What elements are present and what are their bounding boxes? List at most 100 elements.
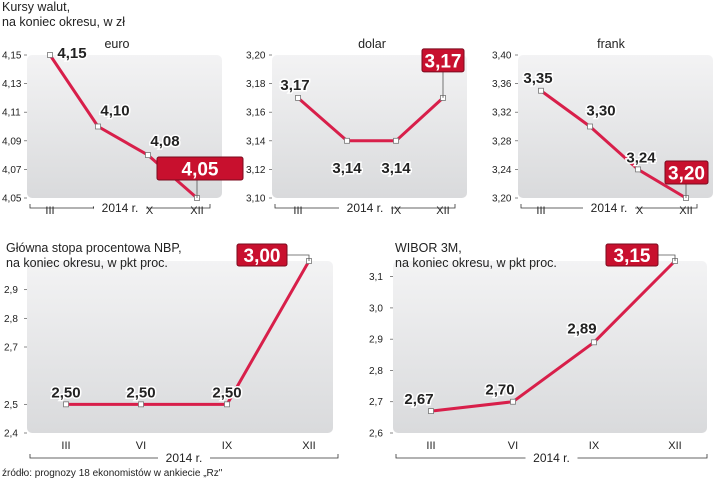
data-point-marker: [344, 137, 350, 144]
data-point-marker: [635, 166, 641, 173]
y-tick-label: 2,9: [4, 285, 18, 296]
series-line: [66, 260, 311, 406]
y-tick-label: 2,6: [369, 429, 383, 440]
x-axis-label-bg: [583, 200, 635, 214]
x-axis-label-bg: [94, 200, 146, 214]
data-label: 3,24: [626, 149, 656, 166]
x-tick-label: IX: [589, 440, 600, 452]
chart-title: euro: [104, 37, 129, 51]
y-tick-label: 3,1: [369, 272, 383, 283]
highlight-leader-line: [658, 254, 676, 261]
highlight-label-box: [421, 48, 465, 73]
x-tick-label: III: [426, 440, 435, 452]
data-label: 4,15: [57, 45, 86, 62]
x-axis-label: 2014 r.: [102, 201, 139, 215]
x-axis-label-bg: [339, 200, 391, 214]
y-tick-label: 2,4: [4, 429, 18, 440]
chart-euro: 4,054,074,094,114,134,15IIIVIIXXII2014 r…: [2, 37, 244, 217]
y-tick-label: 4,09: [2, 136, 22, 147]
data-point-marker: [295, 95, 301, 101]
data-label-highlight: 3,20: [668, 164, 705, 185]
x-tick-label: XII: [302, 440, 315, 452]
data-point-marker: [47, 52, 53, 58]
highlight-label-box: [664, 160, 709, 185]
data-label: 3,17: [280, 77, 309, 94]
x-axis-label: 2014 r.: [166, 451, 203, 465]
chart-title-line: na koniec okresu, w pkt proc.: [6, 256, 168, 270]
data-label: 2,70: [485, 382, 514, 399]
y-tick-label: 3,16: [246, 108, 266, 119]
chart-title: dolar: [358, 37, 386, 51]
x-tick-label: III: [536, 205, 545, 217]
series-line: [430, 259, 677, 413]
x-tick-label: XII: [436, 205, 449, 217]
data-label: 2,89: [567, 320, 596, 337]
data-label: 3,14: [381, 160, 411, 177]
y-tick-label: 3,14: [246, 136, 266, 147]
data-label-highlight: 3,15: [614, 246, 651, 267]
x-tick-label: III: [45, 205, 54, 217]
chart-wibor: 2,6 2,7 2,8 2,9 3,0 3,1 III VI IX XII 2014 r. WIBOR…: [369, 241, 708, 465]
y-tick-label: 2,8: [4, 314, 18, 325]
chart-nbp: 2,4 2,5 2,7 2,8 2,9 III VI IX XII 2014 r. Główna s…: [4, 241, 339, 465]
chart-frank: 3,203,243,283,323,363,40IIIVIIXXII2014 r…: [492, 37, 713, 217]
y-tick-label: 3,28: [492, 136, 512, 147]
x-tick-label: VI: [136, 440, 146, 452]
highlight-label-box: [605, 243, 659, 267]
y-tick-label: 3,40: [492, 51, 512, 62]
chart-title-line: na koniec okresu, w pkt proc.: [395, 256, 557, 270]
data-point-marker: [224, 401, 230, 408]
x-axis-label: 2014 r.: [591, 201, 628, 215]
header-title: Kursy walut, na koniec okresu, w zł: [2, 0, 125, 30]
x-tick-label: XII: [190, 205, 203, 217]
highlight-label-box: [236, 243, 288, 267]
y-tick-label: 2,7: [4, 343, 18, 354]
y-tick-label: 4,05: [2, 194, 22, 205]
y-tick-label: 2,8: [369, 366, 383, 377]
x-tick-label: VI: [508, 440, 518, 452]
data-point-marker: [587, 123, 593, 130]
x-tick-label: XII: [679, 205, 692, 217]
y-tick-label: 4,13: [2, 79, 22, 90]
highlight-label-box: [156, 156, 244, 181]
y-tick-label: 3,36: [492, 79, 512, 90]
data-label: 2,50: [212, 384, 241, 401]
data-label: 4,08: [150, 133, 179, 150]
data-label: 3,35: [523, 70, 552, 87]
data-point-marker: [510, 398, 516, 405]
series-line: [297, 96, 445, 143]
x-tick-label: III: [293, 205, 302, 217]
data-label: 2,50: [126, 384, 155, 401]
highlight-leader-line: [287, 254, 310, 261]
x-tick-label: III: [61, 440, 70, 452]
x-tick-label: XII: [668, 440, 681, 452]
data-point-marker: [95, 123, 101, 130]
data-label-highlight: 3,00: [244, 246, 281, 267]
x-axis-label: 2014 r.: [347, 201, 384, 215]
series-line: [540, 89, 687, 200]
data-point-marker: [393, 137, 399, 144]
data-label: 4,10: [100, 103, 129, 120]
data-point-marker: [138, 401, 144, 408]
data-point-marker: [63, 401, 69, 408]
data-point-marker: [145, 152, 151, 159]
header-title-line2: na koniec okresu, w zł: [2, 15, 125, 29]
plot-background: [272, 55, 467, 198]
x-axis-label-bg: [158, 450, 210, 464]
y-tick-label: 4,15: [2, 51, 22, 62]
chart-title: frank: [597, 37, 626, 51]
data-label: 2,67: [404, 391, 433, 408]
plot-background: [518, 55, 713, 198]
y-tick-label: 2,5: [4, 400, 18, 411]
y-tick-label: 3,20: [246, 51, 266, 62]
data-point-marker: [428, 408, 434, 415]
data-label: 3,30: [586, 103, 615, 120]
data-label-highlight: 3,17: [425, 51, 462, 72]
data-label-highlight: 4,05: [182, 160, 219, 181]
y-tick-label: 3,12: [246, 165, 266, 176]
x-axis-label-bg: [525, 450, 578, 464]
y-tick-label: 3,0: [369, 303, 383, 314]
y-tick-label: 3,24: [492, 165, 512, 176]
data-label: 3,14: [332, 160, 362, 177]
